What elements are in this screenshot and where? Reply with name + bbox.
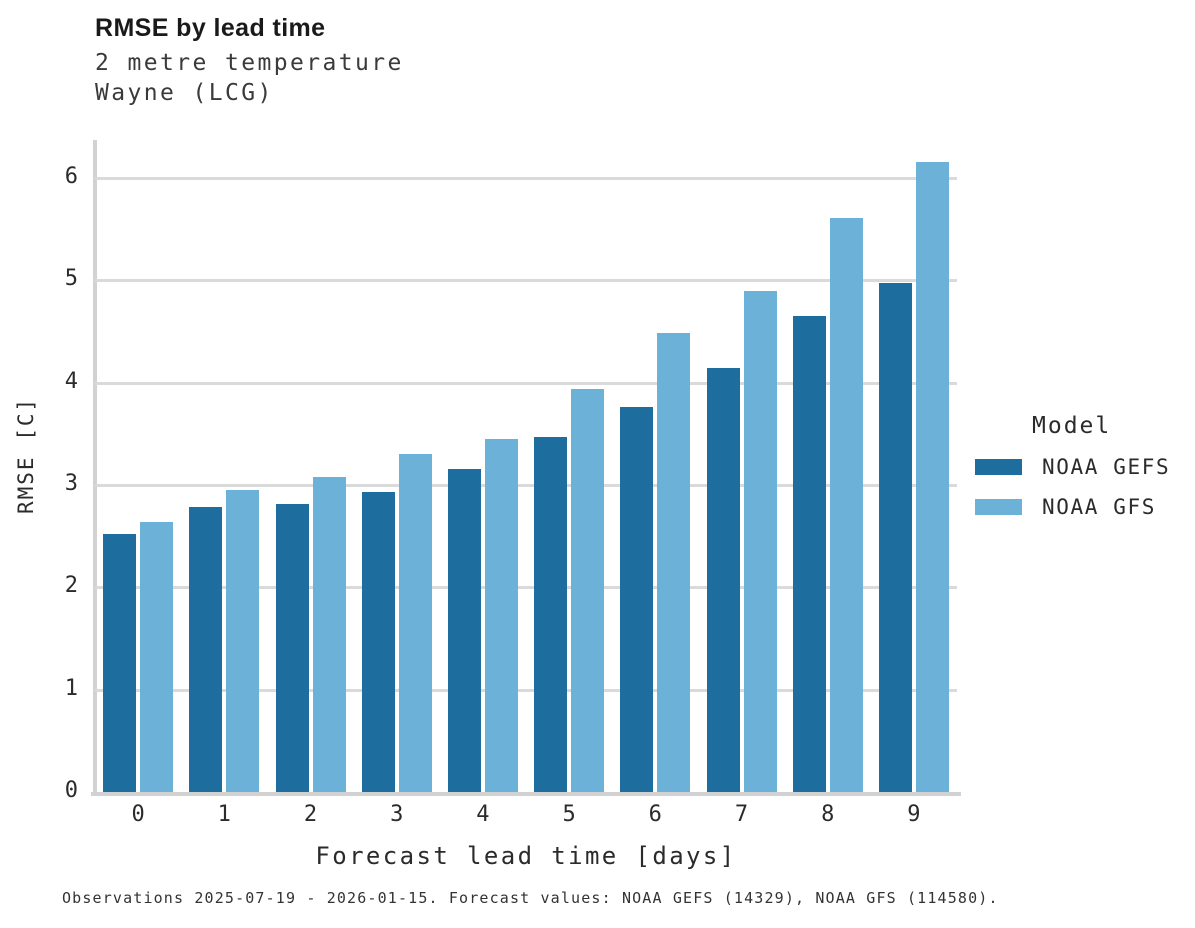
bar-noaa-gefs-day3 (361, 492, 395, 792)
legend-label: NOAA GEFS (1042, 455, 1171, 479)
legend-label: NOAA GFS (1042, 495, 1156, 519)
plot-area (95, 145, 957, 792)
y-axis-line (93, 140, 97, 792)
gridline (95, 279, 957, 283)
legend-swatch-noaa-gefs (975, 459, 1022, 475)
legend-item: NOAA GFS (975, 495, 1190, 519)
bar-noaa-gfs-day4 (484, 438, 518, 792)
bar-noaa-gfs-day2 (312, 476, 346, 792)
gridline (95, 176, 957, 180)
chart-subtitle-station: Wayne (LCG) (95, 80, 274, 106)
x-tick-label: 8 (821, 802, 835, 827)
gridline (95, 381, 957, 385)
y-tick-label: 6 (64, 163, 78, 189)
bar-noaa-gefs-day1 (189, 507, 223, 792)
x-tick-label: 4 (476, 802, 490, 827)
bar-noaa-gefs-day0 (103, 534, 137, 792)
bar-noaa-gfs-day1 (226, 489, 260, 792)
x-tick-label: 0 (131, 802, 145, 827)
bar-noaa-gefs-day6 (620, 407, 654, 792)
gridline (95, 586, 957, 590)
bar-noaa-gfs-day3 (398, 454, 432, 792)
bar-noaa-gfs-day0 (140, 521, 174, 792)
x-axis-title: Forecast lead time [days] (315, 842, 737, 870)
legend-item: NOAA GEFS (975, 455, 1190, 479)
y-tick-label: 4 (64, 368, 78, 394)
x-tick-label: 5 (562, 802, 576, 827)
x-tick-label: 1 (217, 802, 231, 827)
footer-caption: Observations 2025-07-19 - 2026-01-15. Fo… (62, 889, 999, 907)
y-tick-label: 3 (64, 470, 78, 496)
y-tick-label: 2 (64, 573, 78, 599)
x-tick-label: 6 (648, 802, 662, 827)
legend: Model NOAA GEFS NOAA GFS (975, 413, 1190, 519)
bar-noaa-gefs-day5 (534, 436, 568, 792)
chart-subtitle-variable: 2 metre temperature (95, 50, 404, 76)
bar-noaa-gfs-day9 (915, 162, 949, 792)
bar-noaa-gfs-day6 (657, 333, 691, 792)
bar-noaa-gefs-day9 (878, 283, 912, 792)
chart-title: RMSE by lead time (95, 14, 326, 42)
bar-noaa-gefs-day4 (447, 468, 481, 792)
x-axis-line (91, 792, 961, 796)
legend-swatch-noaa-gfs (975, 499, 1022, 515)
x-tick-label: 9 (907, 802, 921, 827)
y-tick-label: 5 (64, 266, 78, 292)
x-tick-label: 2 (303, 802, 318, 827)
y-tick-label: 1 (64, 675, 78, 701)
y-axis-title: RMSE [C] (14, 396, 38, 514)
bar-noaa-gefs-day2 (275, 504, 309, 792)
bar-noaa-gfs-day8 (829, 217, 863, 792)
bar-noaa-gefs-day8 (792, 315, 826, 792)
legend-title: Model (1032, 413, 1112, 439)
bar-noaa-gfs-day7 (743, 291, 777, 792)
gridline (95, 483, 957, 487)
x-tick-label: 7 (734, 802, 749, 827)
bar-noaa-gefs-day7 (706, 368, 740, 792)
gridline (95, 688, 957, 692)
x-tick-label: 3 (390, 802, 404, 827)
bar-noaa-gfs-day5 (571, 388, 605, 792)
y-tick-label: 0 (64, 778, 78, 803)
